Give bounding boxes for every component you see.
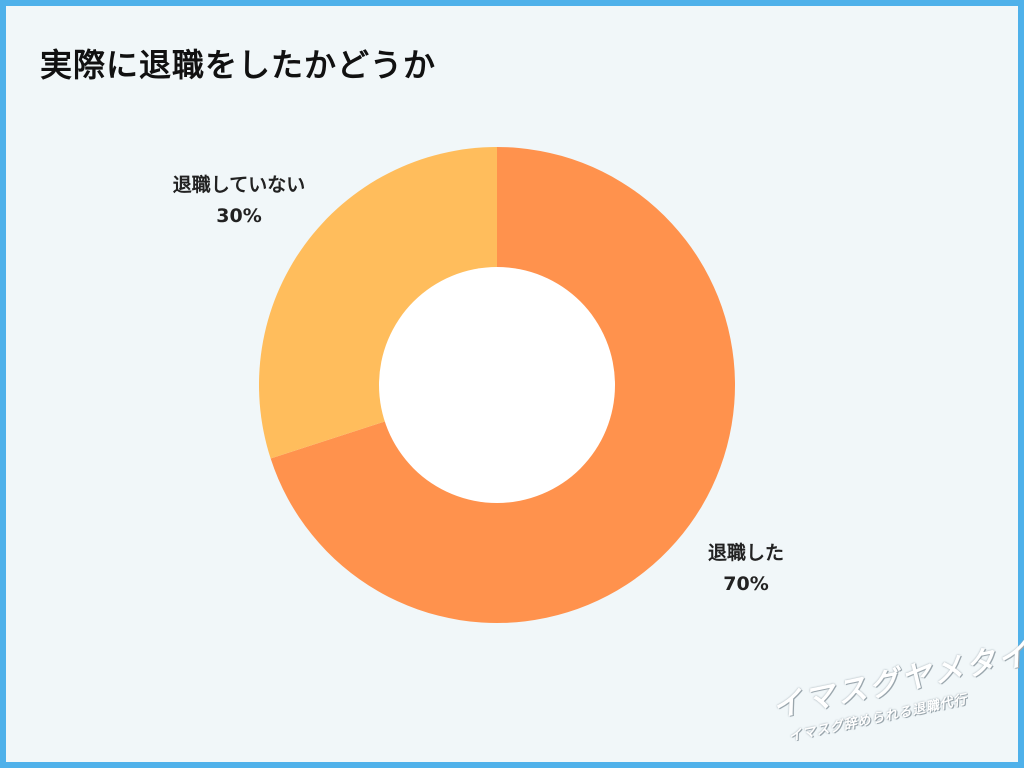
slice-label-taishoku-shita: 退職した 70% bbox=[696, 538, 796, 600]
slice-name-taishoku-shiteinai: 退職していない bbox=[172, 174, 306, 196]
slice-label-taishoku-shiteinai: 退職していない 30% bbox=[144, 170, 334, 232]
slice-name-taishoku-shita: 退職した bbox=[707, 542, 784, 564]
donut-hole bbox=[379, 267, 615, 503]
slice-value-taishoku-shita: 70% bbox=[723, 573, 769, 595]
donut-chart bbox=[259, 147, 735, 624]
slice-value-taishoku-shiteinai: 30% bbox=[216, 205, 262, 227]
page-title: 実際に退職をしたかどうか bbox=[40, 46, 437, 84]
